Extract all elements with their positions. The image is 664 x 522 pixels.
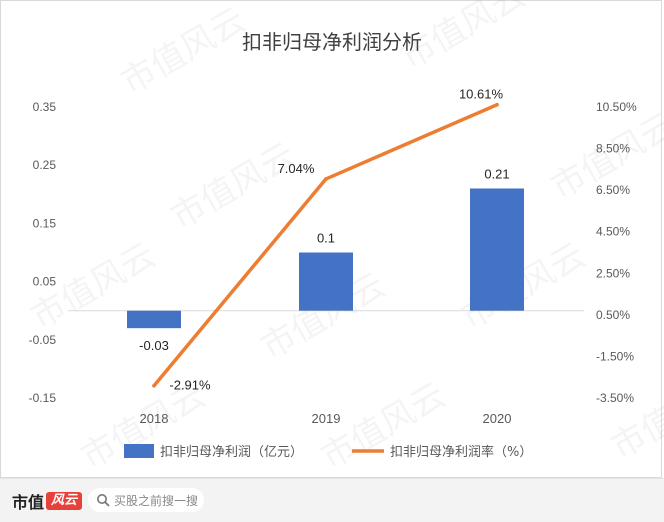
search-placeholder: 买股之前搜一搜 <box>114 493 199 508</box>
left-tick-label: 0.15 <box>33 216 57 230</box>
brand-logo[interactable]: 市值 风云 <box>12 490 83 512</box>
right-tick-label: 8.50% <box>596 142 630 156</box>
search-box[interactable]: 买股之前搜一搜 <box>88 488 204 512</box>
watermark-text-3: 市值风云 <box>165 135 303 238</box>
line-point <box>495 102 499 107</box>
right-tick-label: 4.50% <box>596 225 630 239</box>
right-tick-label: -3.50% <box>596 391 634 405</box>
chart: 市值风云市值风云市值风云市值风云市值风云市值风云市值风云市值风云市值风云市值风云… <box>25 0 664 478</box>
legend-bar-swatch <box>124 444 154 458</box>
watermark-text-7: 市值风云 <box>605 365 664 468</box>
line-data-label: 7.04% <box>278 161 315 176</box>
bar <box>299 252 353 311</box>
bar <box>470 188 524 311</box>
brand-stamp: 风云 <box>46 492 83 510</box>
right-tick-label: 0.50% <box>596 308 630 322</box>
category-label: 2019 <box>312 411 341 426</box>
category-label: 2018 <box>140 411 169 426</box>
bar-data-label: 0.1 <box>317 231 335 246</box>
line-point <box>324 177 328 181</box>
line-data-label: -2.91% <box>169 378 211 393</box>
bar-data-label: -0.03 <box>139 338 169 353</box>
right-tick-label: 10.50% <box>596 100 637 114</box>
chart-title: 扣非归母净利润分析 <box>242 30 422 54</box>
right-tick-label: 6.50% <box>596 183 630 197</box>
search-icon <box>97 494 110 507</box>
brand-text: 市值 <box>12 493 45 512</box>
line-point <box>152 383 156 388</box>
left-tick-label: -0.15 <box>29 391 57 405</box>
right-tick-label: -1.50% <box>596 349 634 363</box>
left-tick-label: 0.05 <box>33 275 57 289</box>
watermark-text-9: 市值风云 <box>315 375 453 478</box>
left-tick-label: -0.05 <box>29 333 57 347</box>
bar <box>127 310 181 329</box>
legend-line-label: 扣非归母净利润率（%） <box>390 444 532 460</box>
right-tick-label: 2.50% <box>596 266 630 280</box>
footer-bar: 市值 风云 买股之前搜一搜 <box>0 478 664 522</box>
chart-frame <box>0 0 662 478</box>
watermark-text-0: 市值风云 <box>115 0 253 103</box>
left-tick-label: 0.25 <box>33 158 57 172</box>
left-tick-label: 0.35 <box>33 100 57 114</box>
legend-bar-label: 扣非归母净利润（亿元） <box>160 445 303 460</box>
line-data-label: 10.61% <box>459 87 504 102</box>
bar-data-label: 0.21 <box>484 166 509 181</box>
category-label: 2020 <box>483 411 512 426</box>
